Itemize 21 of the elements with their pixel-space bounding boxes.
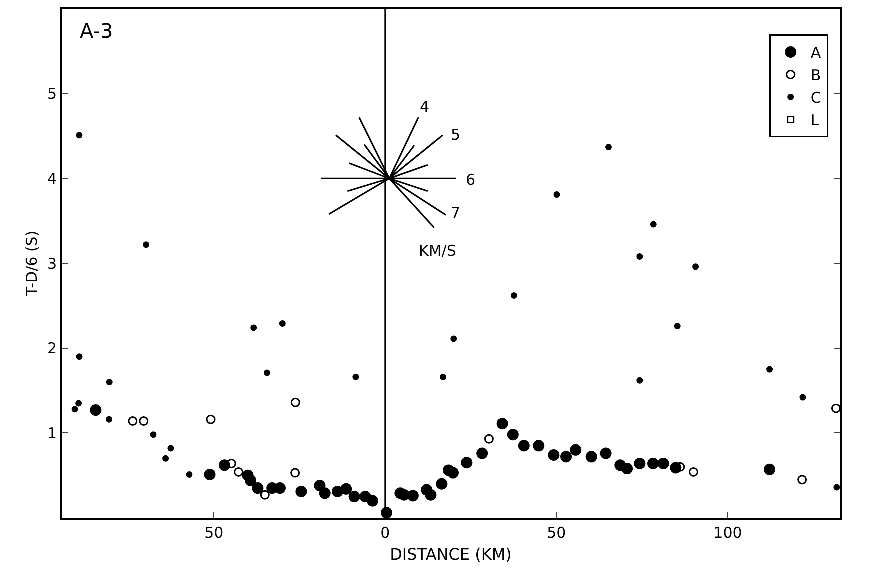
annotation: 5 [451,126,461,144]
annotation: 6 [466,171,476,189]
text: A-3 [80,19,114,43]
legend-label: A [810,44,822,62]
legend-label: L [810,112,820,130]
y-tick-label: 3 [47,254,57,273]
annotation: 7 [451,204,461,222]
legend-label: C [810,89,822,108]
x-tick-label: 50 [547,524,566,542]
x-tick-label: 50 [204,524,224,542]
x-tick-label: 0 [380,524,390,542]
y-tick-label: 4 [47,170,57,188]
y-tick-label: 5 [47,85,57,104]
y-tick-label: 2 [47,340,57,358]
x-axis-title: DISTANCE (KM) [390,545,512,564]
legend-label: B [810,66,822,85]
annotation: 4 [420,98,430,116]
x-tick-label: 100 [714,524,742,542]
annotation: KM/S [419,242,456,260]
y-axis-title: T-D/6 (S) [23,230,42,298]
y-tick-label: 1 [47,424,57,442]
